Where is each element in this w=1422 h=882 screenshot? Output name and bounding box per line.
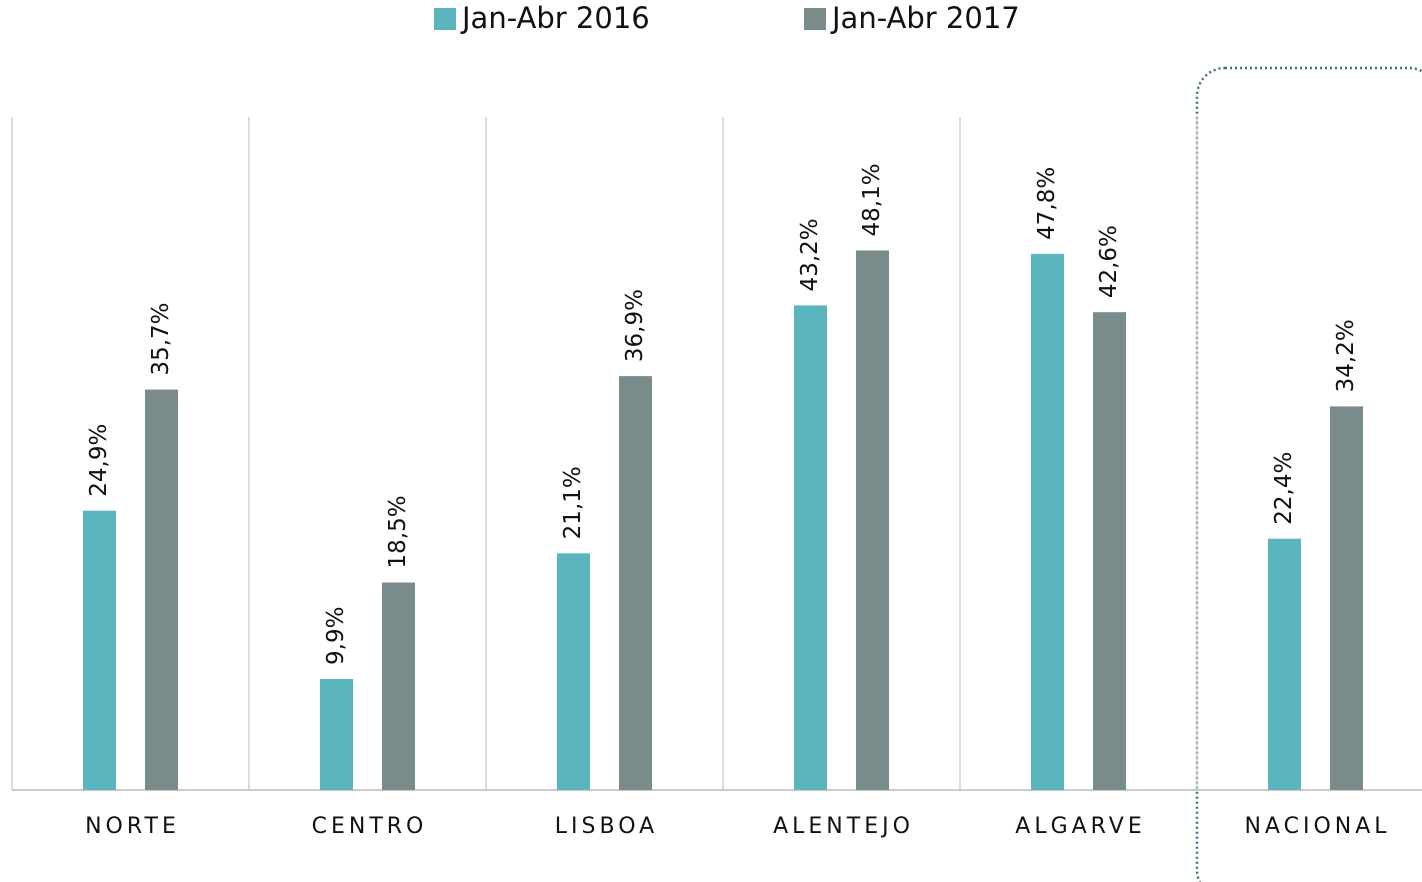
value-label: 35,7% — [148, 302, 174, 375]
value-label: 18,5% — [385, 495, 411, 568]
value-label: 21,1% — [560, 466, 586, 539]
x-tick-label: CENTRO — [312, 814, 428, 839]
value-label: 36,9% — [622, 289, 648, 362]
x-tick-label: ALGARVE — [1015, 814, 1145, 839]
legend-swatch — [804, 8, 826, 30]
highlight-box — [1195, 66, 1422, 882]
bar — [794, 305, 827, 790]
legend-label: Jan-Abr 2016 — [460, 1, 650, 35]
bar — [382, 582, 415, 790]
bar — [320, 678, 353, 790]
value-label: 24,9% — [86, 424, 112, 497]
bar — [856, 250, 889, 790]
x-tick-label: LISBOA — [555, 814, 658, 839]
legend: Jan-Abr 2016 Jan-Abr 2017 — [434, 1, 1020, 35]
value-label: 34,2% — [1333, 319, 1359, 392]
bar — [145, 389, 178, 790]
value-label: 9,9% — [323, 607, 349, 665]
value-label: 43,2% — [797, 218, 823, 291]
bar — [1093, 312, 1126, 790]
bar — [1031, 253, 1064, 791]
bar — [1268, 538, 1301, 790]
bar — [83, 510, 116, 790]
x-tick-label: ALENTEJO — [773, 814, 914, 839]
value-label: 47,8% — [1034, 167, 1060, 240]
legend-label: Jan-Abr 2017 — [830, 1, 1020, 35]
value-label: 48,1% — [859, 163, 885, 236]
x-tick-label: NORTE — [85, 814, 180, 839]
bar — [619, 376, 652, 790]
legend-swatch — [434, 8, 456, 30]
bar — [1330, 406, 1363, 790]
bar — [557, 553, 590, 790]
x-tick-label: NACIONAL — [1244, 814, 1390, 839]
value-label: 22,4% — [1271, 452, 1297, 525]
value-label: 42,6% — [1096, 225, 1122, 298]
